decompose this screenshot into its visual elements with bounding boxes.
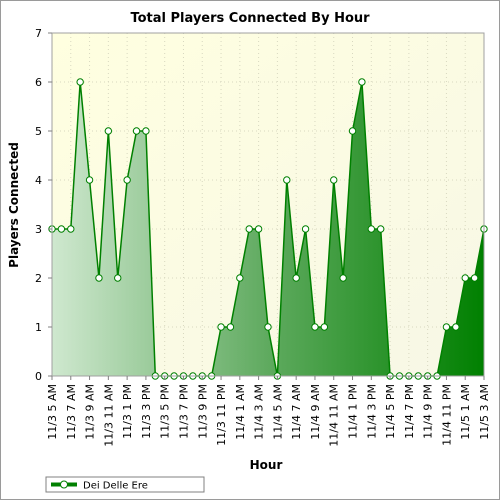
x-tick-label: 11/4 3 PM <box>365 384 378 439</box>
data-point <box>142 127 150 135</box>
y-tick-label: 1 <box>35 321 42 334</box>
data-point <box>339 274 347 282</box>
x-tick-label: 11/4 7 PM <box>403 384 416 439</box>
y-tick-label: 2 <box>35 272 42 285</box>
x-tick-label: 11/4 11 PM <box>440 384 453 446</box>
x-tick-label: 11/3 5 AM <box>46 384 59 440</box>
data-point <box>376 225 385 233</box>
legend-series-label: Dei Delle Ere <box>83 481 148 492</box>
data-point <box>245 225 253 233</box>
x-tick-label: 11/4 9 AM <box>309 384 322 440</box>
x-tick-labels: 11/3 5 AM 11/3 7 AM 11/3 9 AM 11/3 11 AM 11/… <box>46 384 491 447</box>
x-tick-label: 11/4 11 AM <box>328 384 341 447</box>
x-tick-label: 11/4 5 PM <box>384 384 397 439</box>
chart-title: Total Players Connected By Hour <box>130 11 370 26</box>
x-tick-label: 11/3 7 PM <box>177 384 190 439</box>
legend-series-marker <box>60 480 68 489</box>
x-tick-label: 11/3 1 PM <box>121 384 134 439</box>
x-tick-label: 11/5 3 AM <box>478 384 491 440</box>
data-point <box>76 78 84 86</box>
series-area-fill <box>52 82 484 376</box>
data-point <box>104 127 113 135</box>
y-tick-label: 7 <box>35 27 42 40</box>
x-tick-label: 11/3 11 AM <box>102 384 115 447</box>
data-point <box>217 323 225 331</box>
x-tick-label: 11/4 3 AM <box>253 384 266 440</box>
legend: Dei Delle Ere <box>45 476 205 493</box>
x-axis-title: Hour <box>250 458 283 472</box>
x-tick-label: 11/3 9 PM <box>196 384 209 439</box>
data-point <box>264 323 272 331</box>
data-point <box>114 274 122 282</box>
x-tick-label: 11/4 5 AM <box>271 384 284 440</box>
data-point <box>301 225 310 233</box>
data-point <box>442 323 451 331</box>
data-point <box>236 274 244 282</box>
data-point <box>452 323 460 331</box>
data-point <box>470 274 479 282</box>
y-axis-title: Players Connected <box>7 142 21 268</box>
data-point <box>348 127 357 135</box>
data-point <box>95 274 103 282</box>
data-point <box>67 225 75 233</box>
data-point <box>57 225 66 233</box>
x-tick-label: 11/4 1 PM <box>347 384 360 439</box>
x-tick-label: 11/5 1 AM <box>459 384 472 440</box>
data-point <box>254 225 263 233</box>
y-tick-label: 4 <box>35 174 42 187</box>
data-point <box>123 176 131 184</box>
x-tick-label: 11/4 9 PM <box>422 384 435 439</box>
axes <box>48 32 485 380</box>
x-tick-label: 11/4 7 AM <box>290 384 303 440</box>
y-tick-label: 5 <box>35 125 42 138</box>
data-point <box>461 274 469 282</box>
x-tick-label: 11/3 5 PM <box>159 384 172 439</box>
y-tick-labels: 0 1 2 3 4 5 6 7 <box>35 27 42 383</box>
x-tick-label: 11/3 3 PM <box>140 384 153 439</box>
x-tick-label: 11/3 9 AM <box>84 384 97 440</box>
x-tick-label: 11/4 1 AM <box>234 384 247 440</box>
data-point <box>132 127 141 135</box>
legend-box <box>45 476 205 493</box>
y-tick-label: 0 <box>35 370 42 383</box>
x-tick-label: 11/3 7 AM <box>65 384 78 440</box>
y-tick-label: 3 <box>35 223 42 236</box>
data-point <box>283 176 291 184</box>
data-point <box>292 274 300 282</box>
data-point <box>311 323 319 331</box>
data-point <box>320 323 329 331</box>
data-point <box>367 225 376 233</box>
data-point <box>358 78 366 86</box>
plot-border <box>51 32 485 377</box>
data-point <box>330 176 338 184</box>
data-point <box>226 323 235 331</box>
y-tick-label: 6 <box>35 76 42 89</box>
x-tick-label: 11/3 11 PM <box>215 384 228 446</box>
data-point <box>85 176 94 184</box>
